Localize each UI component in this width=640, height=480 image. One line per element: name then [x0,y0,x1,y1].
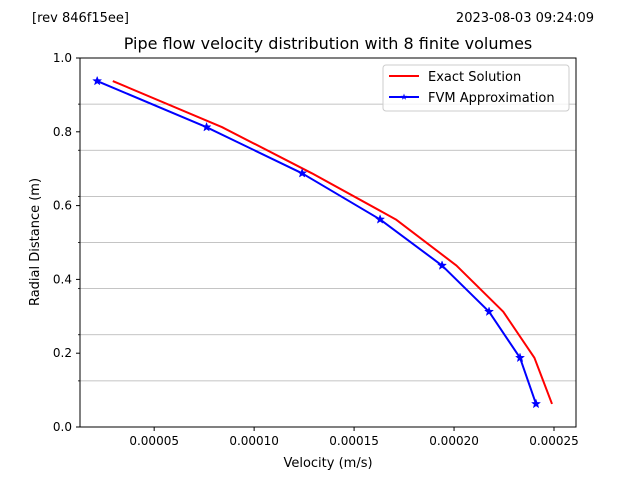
grid-lines [80,103,576,382]
series-marker [530,398,542,409]
legend: Exact Solution FVM Approximation [382,64,570,112]
series-line-0 [112,80,553,405]
series-marker [201,121,212,132]
y-tick-label: 0.8 [53,125,72,139]
series-marker [375,214,386,224]
series-group [92,75,553,409]
series-marker [436,260,448,270]
y-axis-label: Radial Distance (m) [28,178,43,306]
axis-ticks: 0.00005 0.00010 0.00015 0.00020 0.00025 0.0 0.… [53,51,579,448]
y-tick-label: 0.2 [53,346,72,360]
y-tick-label: 0.6 [53,199,72,213]
series-line-1 [96,80,537,405]
y-tick-label: 0.0 [53,420,72,434]
y-tick-label: 0.4 [53,272,72,286]
series-marker [483,306,495,317]
series-marker [92,75,103,86]
legend-box [382,64,570,112]
chart-title: Pipe flow velocity distribution with 8 f… [124,34,533,53]
legend-marker-fvm [400,93,408,100]
x-tick-label: 0.00020 [429,434,479,448]
x-tick-label: 0.00005 [129,434,179,448]
x-tick-label: 0.00010 [229,434,279,448]
x-tick-label: 0.00025 [529,434,579,448]
x-axis-label: Velocity (m/s) [283,456,372,471]
legend-label-fvm: FVM Approximation [428,91,555,106]
y-tick-label: 1.0 [53,51,72,65]
legend-label-exact: Exact Solution [428,70,521,85]
x-tick-label: 0.00015 [329,434,379,448]
series-marker [297,167,308,178]
series-marker [514,352,526,363]
revision-label: [rev 846f15ee] [32,11,129,26]
timestamp-label: 2023-08-03 09:24:09 [455,11,594,26]
